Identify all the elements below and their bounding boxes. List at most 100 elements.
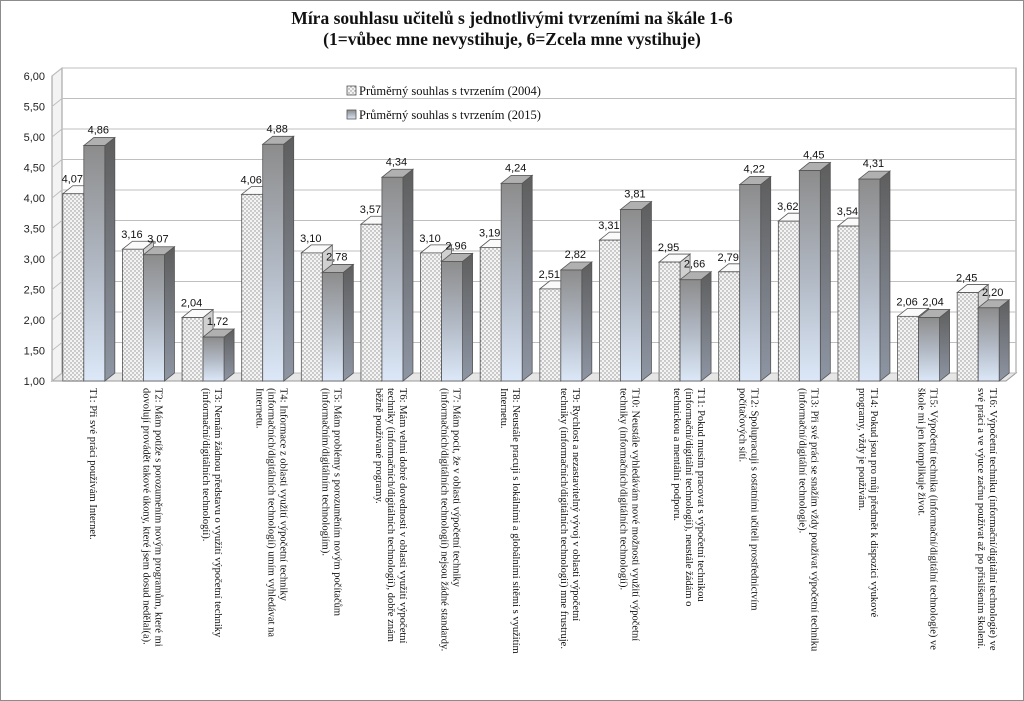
gridline-side	[51, 372, 63, 382]
bar-2015-front	[441, 261, 463, 382]
bar-2015-side	[521, 174, 533, 382]
bar-2015-front	[83, 145, 106, 382]
category-label: (informační/digitální technologie).	[796, 388, 807, 533]
category-label: programy, vždy je používám.	[856, 388, 867, 511]
bar-2015	[857, 170, 892, 382]
y-tick-label: 2,00	[24, 315, 45, 327]
gridline-side	[51, 67, 63, 77]
bar-2004-front	[241, 193, 264, 382]
category-label: T2: Mám potíže s porozuměním novým progr…	[152, 388, 163, 647]
category-label: škole mi jen komplikuje život.	[916, 388, 927, 516]
category-label: technickou a mentální podporu.	[671, 388, 682, 521]
bar-2015-side	[641, 200, 652, 382]
bar-2015-front	[262, 143, 285, 382]
bar-2015	[678, 270, 713, 382]
bar-2015-side	[879, 170, 891, 382]
gridline-side	[51, 311, 63, 321]
chart-subtitle: (1=vůbec mne nevystihuje, 6=Zcela mne vy…	[323, 29, 701, 49]
category-label: (informačním/digitálním technologiím).	[319, 388, 330, 556]
bar-2015	[917, 308, 951, 382]
bar-2015	[82, 136, 116, 382]
category-label: dovolují provádět takové úkony, které js…	[140, 388, 151, 645]
chart-title-line1: Míra souhlasu učitelů s jednotlivými tvr…	[291, 8, 733, 28]
bar-2015-front	[381, 176, 404, 382]
data-label-2004: 3,57	[360, 204, 381, 216]
y-tick-label: 5,00	[24, 132, 45, 144]
legend-swatch-2015	[346, 109, 357, 120]
category-label: T12: Spolupracuji s ostatními učiteli pr…	[749, 388, 760, 611]
category-label: T9: Rychlost a nezastavitelný vývoj v ob…	[570, 388, 581, 621]
data-label-2004: 2,06	[896, 296, 917, 308]
bar-2015	[977, 298, 1011, 382]
data-label-2015: 4,22	[743, 164, 764, 176]
data-label-2004: 3,54	[837, 206, 858, 218]
bar-2015-side	[700, 270, 712, 382]
bar-2015	[142, 245, 176, 382]
y-tick-label: 4,00	[24, 193, 45, 205]
bar-2015	[380, 168, 415, 382]
legend-swatch-2004	[346, 85, 357, 96]
category-label: T6: Mám velmi dobré dovednosti v oblasti…	[397, 388, 408, 644]
category-label: T15: Výpočetní technika (informační/digi…	[928, 388, 939, 650]
gridline-side	[51, 98, 63, 107]
data-labels-group: 4,07 4,86 3,16 3,07 2,04 1,72 4,06 4,88 3,10 2,78…	[62, 123, 1004, 328]
legend-label-2004: Průměrný souhlas s tvrzením (2004)	[359, 84, 541, 98]
bar-2004-front	[420, 252, 442, 382]
bar-2015-front	[500, 182, 523, 382]
data-label-2015: 2,20	[982, 287, 1003, 299]
bar-2015-front	[202, 336, 225, 382]
bar-2004-front	[479, 247, 502, 382]
data-label-2004: 2,95	[658, 242, 679, 254]
bar-2004-front	[777, 220, 800, 382]
category-label: (informačních/digitálních technologií) u…	[266, 388, 277, 637]
y-tick-label: 2,50	[24, 285, 45, 297]
bar-2015	[201, 328, 236, 382]
y-tick-label: 1,50	[24, 346, 45, 358]
data-label-2015: 2,78	[326, 251, 347, 263]
data-label-2015: 4,88	[266, 123, 287, 135]
y-tick-label: 5,50	[24, 102, 45, 114]
bar-2015	[440, 252, 474, 382]
legend-label-2015: Průměrný souhlas s tvrzením (2015)	[359, 108, 541, 122]
y-tick-label: 3,00	[24, 254, 45, 266]
bar-2015-side	[402, 168, 414, 382]
category-label: (informační/digitálních technologií).	[200, 388, 211, 541]
category-label: T5: Mám problémy s porozuměním novým poč…	[331, 388, 342, 616]
bar-2015-side	[342, 263, 354, 382]
category-label: T10: Neustále vyhledávám nové možnosti v…	[629, 388, 640, 641]
category-label: T14: Pokud jsou pro můj předmět k dispoz…	[868, 388, 879, 618]
bar-2004-front	[360, 223, 383, 382]
bar-2015	[321, 263, 355, 382]
category-label: Internetu.	[254, 388, 265, 429]
data-label-2015: 4,34	[386, 156, 407, 168]
bar-2015-side	[581, 261, 593, 382]
bar-2015-front	[798, 170, 821, 382]
bar-2015-front	[143, 254, 165, 382]
data-label-2015: 4,86	[88, 125, 109, 137]
gridline-side	[51, 220, 63, 229]
data-label-2004: 3,31	[598, 220, 619, 232]
bar-2015-side	[223, 328, 235, 382]
y-tick-label: 4,50	[24, 163, 45, 175]
category-label: T8: Neustále pracuji s lokálními a globá…	[510, 388, 521, 654]
category-label: T16: Výpočetní techniku (informační/digi…	[987, 388, 998, 651]
data-label-2004: 3,19	[479, 227, 500, 239]
data-label-2004: 2,45	[956, 273, 977, 285]
bar-2015-front	[918, 317, 940, 382]
gridline-side	[51, 159, 63, 168]
data-label-2004: 4,07	[62, 174, 83, 186]
y-tick-label: 3,50	[24, 224, 45, 236]
data-label-2015: 2,04	[922, 297, 943, 309]
bar-2015	[500, 174, 534, 382]
category-label: T4: Informace z oblasti využití výpočetn…	[278, 388, 289, 602]
bar-2015-side	[283, 135, 295, 382]
data-label-2004: 3,10	[419, 233, 440, 245]
data-label-2015: 2,66	[684, 259, 705, 271]
category-labels-group: T1: Při své práci používám Internet. T2: …	[87, 388, 998, 654]
bar-2015-side	[760, 175, 772, 382]
bar-2015	[619, 200, 653, 382]
bars-group	[61, 135, 1011, 382]
category-label: (informačních/digitálních technologií) n…	[439, 388, 450, 651]
bar-2004-front	[658, 261, 681, 382]
